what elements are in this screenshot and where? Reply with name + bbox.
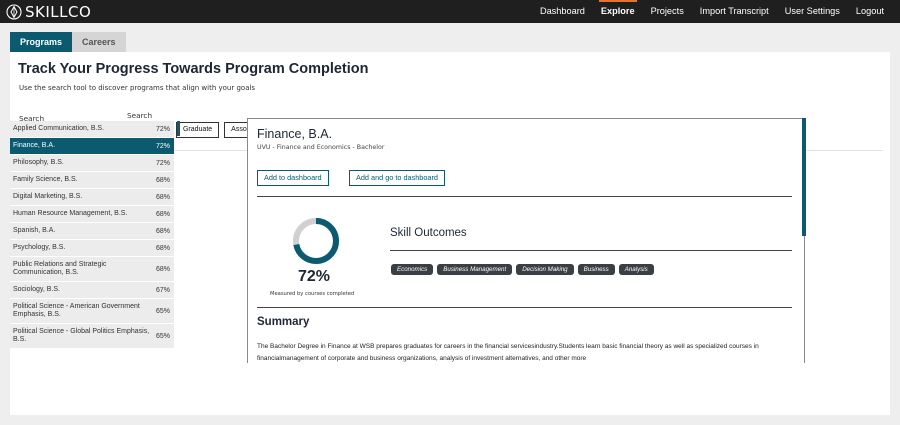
skill-tag: Analysis — [618, 264, 654, 275]
program-list-item[interactable]: Political Science - American Government … — [10, 299, 174, 324]
program-percent: 68% — [155, 193, 170, 201]
program-name: Applied Communication, B.S. — [13, 124, 105, 132]
program-percent: 72% — [155, 125, 170, 133]
detail-scrollbar[interactable] — [802, 118, 806, 236]
divider — [390, 250, 792, 251]
filter-graduate-button[interactable]: Graduate — [175, 122, 220, 138]
add-and-go-to-dashboard-button[interactable]: Add and go to dashboard — [349, 170, 445, 186]
program-percent: 67% — [155, 286, 170, 294]
program-name: Sociology, B.S. — [13, 285, 60, 293]
program-percent: 65% — [155, 332, 170, 340]
program-title: Finance, B.A. — [257, 127, 333, 141]
program-percent: 68% — [155, 244, 170, 252]
program-list-item[interactable]: Applied Communication, B.S. 72% — [10, 121, 174, 138]
program-list-item[interactable]: Family Science, B.S. 68% — [10, 172, 174, 189]
tab-programs[interactable]: Programs — [10, 32, 73, 52]
divider — [257, 307, 792, 308]
program-name: Finance, B.A. — [13, 141, 56, 149]
nav-explore[interactable]: Explore — [598, 0, 637, 23]
program-name: Public Relations and Strategic Communica… — [13, 260, 107, 276]
page-title: Track Your Progress Towards Program Comp… — [18, 61, 369, 77]
program-list: Applied Communication, B.S. 72% Finance, B… — [10, 121, 174, 363]
search-label: Search — [19, 114, 45, 123]
brand-name: SKILLCO — [25, 2, 92, 21]
program-list-item[interactable]: Spanish, B.A. 68% — [10, 223, 174, 240]
tab-careers[interactable]: Careers — [72, 32, 126, 52]
program-name: Family Science, B.S. — [13, 175, 78, 183]
progress-ring-fill — [293, 218, 339, 264]
program-name: Philosophy, B.S. — [13, 158, 64, 166]
pen-nib-logo-icon — [6, 3, 22, 20]
progress-note: Measured by courses completed — [270, 291, 355, 297]
skill-tag: Decision Making — [516, 264, 574, 275]
tab-bar: Programs Careers — [10, 32, 126, 52]
brand-logo[interactable]: SKILLCO — [6, 2, 91, 21]
program-percent: 68% — [155, 265, 170, 273]
program-percent: 68% — [155, 176, 170, 184]
program-percent: 65% — [155, 307, 170, 315]
program-name: Digital Marketing, B.S. — [13, 192, 83, 200]
summary-text: The Bachelor Degree in Finance at WSB pr… — [257, 343, 759, 362]
program-list-item[interactable]: Sociology, B.S. 67% — [10, 282, 174, 299]
program-name: Spanish, B.A. — [13, 226, 56, 234]
program-list-item[interactable]: Finance, B.A. 72% — [10, 138, 174, 155]
filter-label: Search — [127, 111, 153, 120]
nav-dashboard[interactable]: Dashboard — [539, 6, 585, 16]
nav-logout[interactable]: Logout — [855, 6, 884, 16]
nav-user-settings[interactable]: User Settings — [784, 6, 840, 16]
program-percent: 72% — [155, 142, 170, 150]
program-detail-panel: Finance, B.A. UVU - Finance and Economic… — [247, 118, 805, 363]
program-list-item[interactable]: Digital Marketing, B.S. 68% — [10, 189, 174, 206]
program-list-item[interactable]: Public Relations and Strategic Communica… — [10, 257, 174, 282]
program-name: Political Science - Global Politics Emph… — [13, 327, 150, 343]
program-percent: 72% — [155, 159, 170, 167]
main-nav: Dashboard Explore Projects Import Transcrip… — [540, 0, 900, 23]
program-list-item[interactable]: Human Resource Management, B.S. 68% — [10, 206, 174, 223]
progress-percent: 72% — [298, 268, 331, 285]
nav-import-transcript[interactable]: Import Transcript — [699, 6, 769, 16]
skill-tag: Economics — [391, 264, 434, 275]
program-list-item[interactable]: Philosophy, B.S. 72% — [10, 155, 174, 172]
program-subtitle: UVU - Finance and Economics - Bachelor — [257, 144, 385, 151]
program-percent: 68% — [155, 227, 170, 235]
skill-outcomes-title: Skill Outcomes — [390, 227, 467, 239]
program-list-item[interactable]: Psychology, B.S. 68% — [10, 240, 174, 257]
program-name: Political Science - American Government … — [13, 302, 140, 318]
skill-tag: Business — [577, 264, 615, 275]
program-percent: 68% — [155, 210, 170, 218]
nav-projects[interactable]: Projects — [650, 6, 684, 16]
program-name: Psychology, B.S. — [13, 243, 66, 251]
program-name: Human Resource Management, B.S. — [13, 209, 128, 217]
summary-title: Summary — [257, 316, 310, 328]
progress-ring — [290, 215, 342, 267]
program-list-item[interactable]: Political Science - Global Politics Emph… — [10, 324, 174, 349]
divider — [257, 196, 792, 197]
top-nav-bar: SKILLCO Dashboard Explore Projects Import T… — [0, 0, 900, 23]
skill-tag: Business Management — [437, 264, 513, 275]
skill-tag-list: Economics Business Management Decision Mak… — [391, 264, 658, 275]
add-to-dashboard-button[interactable]: Add to dashboard — [257, 170, 329, 186]
program-list-scrollbar[interactable] — [177, 121, 180, 136]
page-subtitle: Use the search tool to discover programs… — [19, 84, 256, 92]
